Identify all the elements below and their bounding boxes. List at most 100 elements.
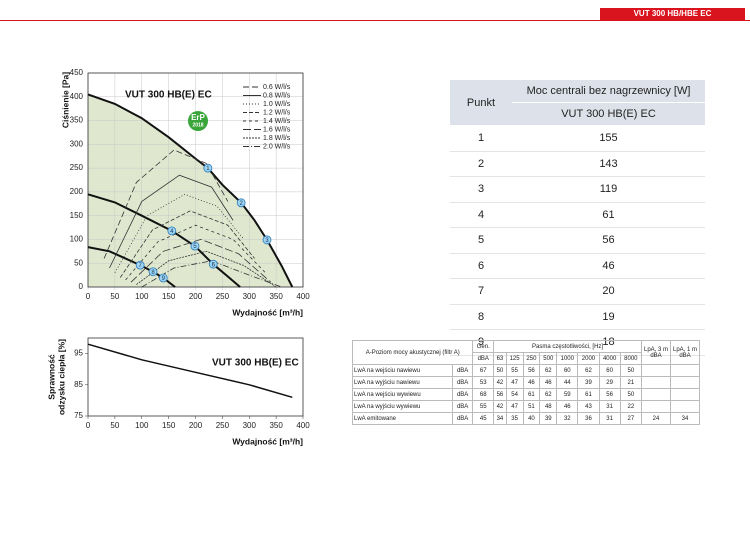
header-cell: LpA, 3 m dBA xyxy=(641,340,671,365)
table-row: 1 155 xyxy=(450,125,705,152)
table-row: 5 56 xyxy=(450,227,705,254)
table-row: LwA na wejściu nawiewu dBA 67 50 55 56 62 60 62 6… xyxy=(352,364,700,377)
x-tick-label: 200 xyxy=(189,292,203,301)
header-cell: A-Poziom mocy akustycznej (filtr A) xyxy=(351,340,474,365)
line xyxy=(114,193,245,273)
table-row: LwA na wyjściu nawiewu dBA 53 42 47 46 46 44 39 2… xyxy=(352,376,700,389)
table-row: 3 119 xyxy=(450,176,705,203)
table-cell: 3 xyxy=(450,176,512,203)
table-cell: 19 xyxy=(512,304,705,330)
legend-label: 1.2 W/l/s xyxy=(263,109,291,116)
y-tick-label: 150 xyxy=(70,211,84,220)
table-cell: 155 xyxy=(512,125,705,152)
table-cell: 42 xyxy=(493,376,507,389)
y-tick-label: 200 xyxy=(70,187,84,196)
table-row: 2 143 xyxy=(450,151,705,177)
x-tick-label: 400 xyxy=(296,421,310,430)
power-table: Punkt Moc centrali bez nagrzewnicy [W] VUT… xyxy=(450,80,705,356)
y-tick-label: 95 xyxy=(74,349,83,358)
table-cell: 62 xyxy=(539,364,558,377)
table-cell: 48 xyxy=(539,400,558,413)
header-cell: Moc centrali bez nagrzewnicy [W] xyxy=(512,80,705,103)
x-tick-label: 250 xyxy=(216,421,230,430)
table-cell: 27 xyxy=(619,412,643,425)
x-tick-label: 300 xyxy=(243,292,257,301)
x-tick-label: 50 xyxy=(110,292,119,301)
table-row: LwA emitowane dBA 45 34 35 40 39 32 36 31 27 24 34 xyxy=(352,412,700,425)
table-cell: 20 xyxy=(512,278,705,305)
point-label: 9 xyxy=(162,276,166,282)
table-cell: 46 xyxy=(522,376,541,389)
empty-cell xyxy=(670,400,700,413)
table-cell: 8 xyxy=(450,304,512,330)
table-cell: 46 xyxy=(512,253,705,279)
table-cell: 7 xyxy=(450,278,512,305)
operating-point xyxy=(135,260,145,270)
header-cell: 250 xyxy=(522,352,541,365)
row-label: LwA na wejściu wywiewu xyxy=(352,388,453,401)
legend-label: 0.6 W/l/s xyxy=(263,84,291,91)
x-tick-label: 400 xyxy=(296,292,310,301)
chart-title: VUT 300 HB(E) EC xyxy=(125,90,212,101)
legend-label: 1.0 W/l/s xyxy=(263,101,291,108)
legend-label: 1.4 W/l/s xyxy=(263,118,291,125)
table-cell: 34 xyxy=(493,412,507,425)
row-label: LwA na wyjściu wywiewu xyxy=(352,400,453,413)
row-label: LwA na wyjściu nawiewu xyxy=(352,376,453,389)
line xyxy=(136,250,277,288)
header-rule xyxy=(0,20,750,21)
header-title: VUT 300 HB/HBE EC xyxy=(600,8,745,20)
point-label: 3 xyxy=(265,238,269,244)
table-cell: 1 xyxy=(450,125,512,152)
x-tick-label: 100 xyxy=(135,292,149,301)
table-cell: 56 xyxy=(512,227,705,254)
operating-point xyxy=(236,198,246,208)
table-cell: 35 xyxy=(505,412,524,425)
y-axis-label: Ciśnienie [Pa] xyxy=(60,72,70,128)
empty-cell xyxy=(641,400,671,413)
table-cell: 50 xyxy=(619,364,643,377)
header-row: Punkt Moc centrali bez nagrzewnicy [W] xyxy=(450,80,705,126)
table-cell: 47 xyxy=(505,376,524,389)
operating-point xyxy=(148,267,158,277)
x-tick-label: 0 xyxy=(86,292,91,301)
table-cell: 43 xyxy=(577,400,600,413)
table-cell: 60 xyxy=(556,364,579,377)
x-tick-label: 0 xyxy=(86,421,91,430)
table-cell: 143 xyxy=(512,151,705,177)
row-label: LwA na wejściu nawiewu xyxy=(352,364,453,377)
fan-curve xyxy=(87,93,294,288)
erp-badge-text: 2018 xyxy=(192,122,203,128)
table-cell: 51 xyxy=(522,400,541,413)
row-label: LwA emitowane xyxy=(352,412,453,425)
table-cell: 68 xyxy=(472,388,495,401)
header-cell: Gen. xyxy=(472,340,495,353)
title-box xyxy=(205,352,302,374)
table-cell: 62 xyxy=(577,364,600,377)
table-cell: 50 xyxy=(619,388,643,401)
y-tick-label: 0 xyxy=(79,282,84,291)
x-tick-label: 350 xyxy=(269,292,283,301)
y-tick-label: 250 xyxy=(70,163,84,172)
header-cell: 8000 xyxy=(619,352,643,365)
header-row: A-Poziom mocy akustycznej (filtr A) Gen. P… xyxy=(351,340,700,365)
header-row: VUT 300 HB(E) EC xyxy=(450,102,705,126)
table-cell: 31 xyxy=(598,412,621,425)
header-cell: VUT 300 HB(E) EC xyxy=(512,102,705,126)
unit-cell: dBA xyxy=(451,400,474,413)
y-tick-label: 350 xyxy=(70,116,84,125)
x-tick-label: 100 xyxy=(135,421,149,430)
point-label: 5 xyxy=(193,244,197,250)
legend-label: 1.8 W/l/s xyxy=(263,135,291,142)
table-cell: 56 xyxy=(598,388,621,401)
header-cell: dBA xyxy=(472,352,495,365)
point-label: 1 xyxy=(206,166,210,172)
table-cell: 55 xyxy=(472,400,495,413)
unit-cell: dBA xyxy=(451,364,474,377)
header-cell: 1000 xyxy=(556,352,579,365)
table-cell: 46 xyxy=(539,376,558,389)
point-label: 8 xyxy=(151,270,155,276)
table-cell: 22 xyxy=(619,400,643,413)
